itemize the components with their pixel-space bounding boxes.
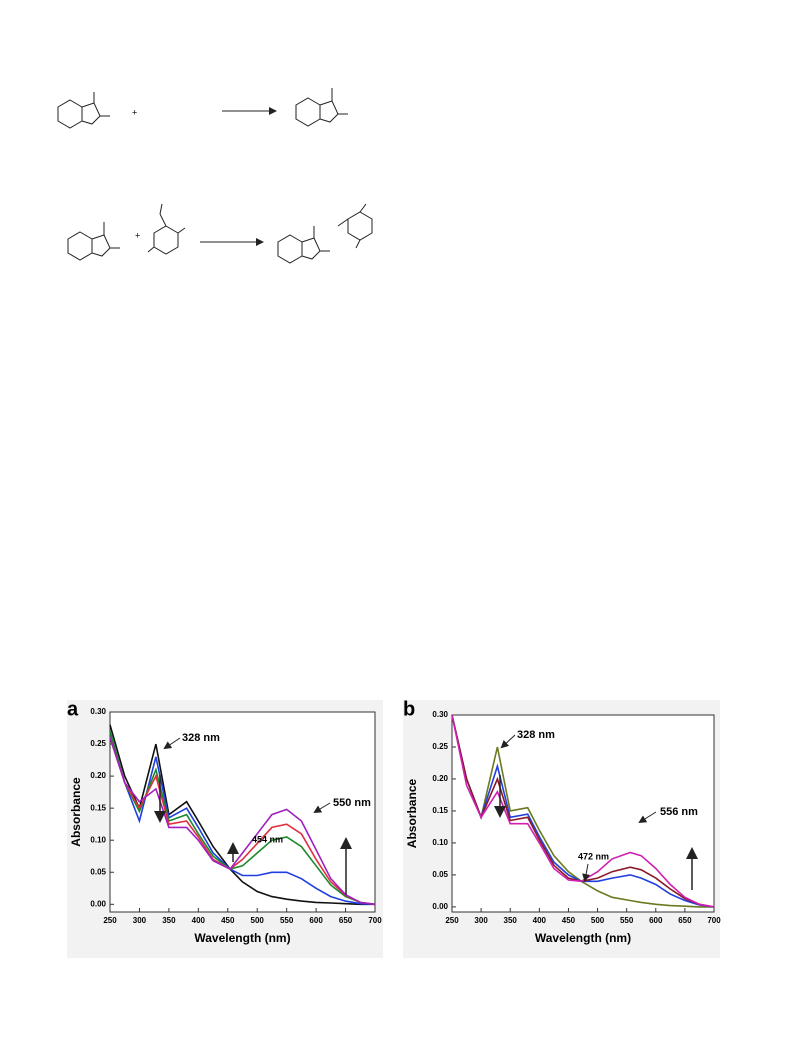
x-tick-label: 550 (280, 916, 294, 925)
annotation: 454 nm (252, 834, 283, 844)
x-tick-label: 500 (251, 916, 265, 925)
y-tick-label: 0.00 (90, 899, 106, 908)
annotation: 472 nm (578, 851, 609, 861)
operator: + (132, 107, 137, 117)
leader-arrow (163, 737, 181, 750)
x-tick-label: 300 (133, 916, 147, 925)
annotation: 328 nm (517, 729, 555, 741)
annotation: 550 nm (333, 797, 371, 809)
x-tick-label: 550 (620, 916, 634, 925)
y-tick-label: 0.15 (432, 806, 448, 815)
x-tick-label: 250 (445, 916, 459, 925)
spectrum-line (109, 737, 376, 906)
spectrum-line (109, 737, 376, 906)
spectrum-line (109, 724, 375, 906)
y-axis-label: Absorbance (69, 777, 83, 847)
y-tick-label: 0.00 (432, 902, 448, 911)
y-tick-label: 0.15 (90, 803, 106, 812)
leader-arrow (500, 734, 516, 749)
spectrum-line (109, 730, 376, 906)
x-tick-label: 350 (162, 916, 176, 925)
panel-label: b (403, 698, 415, 720)
spectrum-line (109, 730, 376, 906)
x-tick-label: 450 (221, 916, 235, 925)
x-tick-label: 700 (707, 916, 721, 925)
x-tick-label: 300 (474, 916, 488, 925)
annotation: 556 nm (660, 806, 698, 818)
x-axis-label: Wavelength (nm) (535, 931, 631, 945)
x-tick-label: 250 (103, 916, 117, 925)
y-tick-label: 0.10 (432, 838, 448, 847)
y-tick-label: 0.20 (90, 771, 106, 780)
y-tick-label: 0.20 (432, 774, 448, 783)
y-tick-label: 0.05 (90, 867, 106, 876)
x-tick-label: 400 (533, 916, 547, 925)
leader-arrow (638, 811, 657, 824)
x-tick-label: 500 (591, 916, 605, 925)
leader-arrow (313, 802, 331, 814)
panel-label: a (67, 698, 79, 720)
leader-arrow (582, 863, 591, 882)
x-tick-label: 600 (309, 916, 323, 925)
x-tick-label: 650 (339, 916, 353, 925)
annotation: 328 nm (182, 732, 220, 744)
scheme-1 (57, 88, 348, 129)
x-tick-label: 650 (678, 916, 692, 925)
y-tick-label: 0.05 (432, 870, 448, 879)
operator: + (135, 230, 140, 240)
scheme-2 (67, 203, 373, 264)
y-tick-label: 0.25 (90, 739, 106, 748)
x-tick-label: 450 (562, 916, 576, 925)
spectrum-line (451, 714, 715, 908)
x-tick-label: 350 (504, 916, 518, 925)
x-tick-label: 400 (192, 916, 206, 925)
y-tick-label: 0.30 (90, 707, 106, 716)
x-axis-label: Wavelength (nm) (194, 931, 290, 945)
x-tick-label: 600 (649, 916, 663, 925)
y-tick-label: 0.25 (432, 742, 448, 751)
y-tick-label: 0.10 (90, 835, 106, 844)
y-axis-label: Absorbance (405, 779, 419, 849)
y-tick-label: 0.30 (432, 710, 448, 719)
x-tick-label: 700 (368, 916, 382, 925)
